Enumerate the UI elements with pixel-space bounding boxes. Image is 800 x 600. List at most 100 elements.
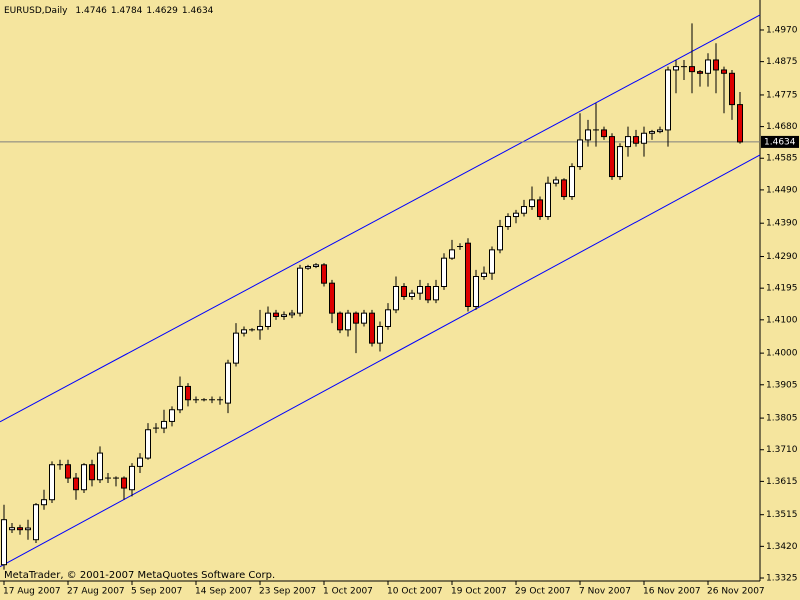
y-tick-label: 1.4680 bbox=[766, 122, 798, 132]
candle-body bbox=[449, 249, 455, 259]
candle-body bbox=[241, 329, 247, 334]
copyright: MetaTrader, © 2001-2007 MetaQuotes Softw… bbox=[4, 570, 275, 581]
y-tick-label: 1.3615 bbox=[766, 477, 798, 487]
candle-body bbox=[17, 527, 23, 531]
candle-body bbox=[609, 136, 615, 178]
candle-body bbox=[313, 264, 319, 268]
y-tick-label: 1.3905 bbox=[766, 380, 798, 390]
candle-body bbox=[417, 286, 423, 294]
candle-body bbox=[121, 477, 127, 489]
candle-body bbox=[289, 312, 295, 316]
candle-body bbox=[713, 59, 719, 71]
candle-body bbox=[225, 362, 231, 404]
candle-body bbox=[329, 282, 335, 314]
x-tick-label: 26 Nov 2007 bbox=[707, 587, 765, 597]
candle-body bbox=[545, 182, 551, 218]
candle bbox=[105, 473, 111, 484]
x-tick-label: 17 Aug 2007 bbox=[3, 587, 61, 597]
candle-body bbox=[561, 179, 567, 198]
x-tick-label: 10 Oct 2007 bbox=[387, 587, 443, 597]
y-tick-label: 1.4000 bbox=[766, 349, 798, 359]
candle-body bbox=[673, 66, 679, 71]
candle bbox=[681, 59, 687, 80]
candle-body bbox=[729, 72, 735, 106]
candle-body bbox=[25, 527, 31, 531]
candle-body bbox=[689, 66, 695, 73]
candle-body bbox=[649, 131, 655, 134]
candle-body bbox=[1, 519, 7, 566]
y-tick-label: 1.3710 bbox=[766, 445, 798, 455]
chart-title: EURUSD,Daily bbox=[4, 6, 68, 16]
current-price-label: 1.4634 bbox=[764, 137, 796, 147]
candle-body bbox=[9, 527, 15, 531]
candle-body bbox=[33, 504, 39, 541]
candle bbox=[457, 243, 463, 250]
y-tick-label: 1.3325 bbox=[766, 574, 798, 584]
candle-body bbox=[337, 312, 343, 331]
candle-body bbox=[257, 325, 263, 331]
candle-body bbox=[185, 385, 191, 401]
last-close: 1.4634 bbox=[182, 6, 214, 16]
y-tick-label: 1.4490 bbox=[766, 185, 798, 195]
x-tick-label: 27 Aug 2007 bbox=[67, 587, 125, 597]
candle-body bbox=[585, 129, 591, 141]
y-tick-label: 1.4390 bbox=[766, 219, 798, 229]
candle bbox=[201, 398, 207, 402]
candle-body bbox=[505, 216, 511, 228]
x-tick-label: 19 Oct 2007 bbox=[451, 587, 507, 597]
candle-body bbox=[433, 286, 439, 301]
candle bbox=[113, 476, 119, 487]
candle-body bbox=[641, 132, 647, 144]
x-tick-label: 23 Sep 2007 bbox=[259, 587, 316, 597]
x-tick-label: 14 Sep 2007 bbox=[195, 587, 252, 597]
candle-body bbox=[385, 309, 391, 327]
candle-body bbox=[169, 409, 175, 422]
candle-body bbox=[633, 136, 639, 144]
candle-body bbox=[161, 420, 167, 429]
candle bbox=[153, 423, 159, 434]
y-tick-label: 1.4100 bbox=[766, 315, 798, 325]
y-tick-label: 1.3515 bbox=[766, 510, 798, 520]
candle-body bbox=[521, 206, 527, 214]
candle-body bbox=[425, 286, 431, 301]
last-open: 1.4746 bbox=[75, 6, 107, 16]
candle-body bbox=[537, 199, 543, 218]
y-tick-label: 1.4970 bbox=[766, 25, 798, 35]
y-tick-label: 1.3420 bbox=[766, 542, 798, 552]
candle-body bbox=[145, 429, 151, 459]
candle-body bbox=[89, 464, 95, 481]
candle-body bbox=[73, 477, 79, 491]
channel-line bbox=[0, 154, 761, 568]
candle-body bbox=[721, 69, 727, 74]
x-tick-label: 29 Oct 2007 bbox=[515, 587, 571, 597]
candle-body bbox=[233, 332, 239, 364]
candle-body bbox=[265, 312, 271, 327]
candle-body bbox=[737, 104, 743, 143]
candle-body bbox=[369, 312, 375, 344]
candle-body bbox=[497, 226, 503, 251]
candle-body bbox=[657, 129, 663, 133]
candle-body bbox=[345, 312, 351, 331]
y-tick-label: 1.4290 bbox=[766, 252, 798, 262]
candle-body bbox=[489, 249, 495, 274]
candle-body bbox=[65, 464, 71, 479]
candle-body bbox=[577, 139, 583, 168]
candle bbox=[193, 396, 199, 404]
candle bbox=[57, 459, 63, 470]
candle-body bbox=[41, 499, 47, 506]
candle-body bbox=[617, 146, 623, 178]
candle-body bbox=[481, 272, 487, 278]
candle-body bbox=[409, 292, 415, 297]
candle-body bbox=[361, 312, 367, 324]
x-tick-label: 1 Oct 2007 bbox=[323, 587, 373, 597]
y-tick-label: 1.4195 bbox=[766, 284, 798, 294]
candle-body bbox=[569, 166, 575, 198]
candle-body bbox=[441, 257, 447, 288]
candle-body bbox=[465, 242, 471, 307]
candle-body bbox=[601, 129, 607, 138]
candle-body bbox=[529, 199, 535, 208]
candle-body bbox=[393, 286, 399, 311]
candle-body bbox=[81, 464, 87, 491]
